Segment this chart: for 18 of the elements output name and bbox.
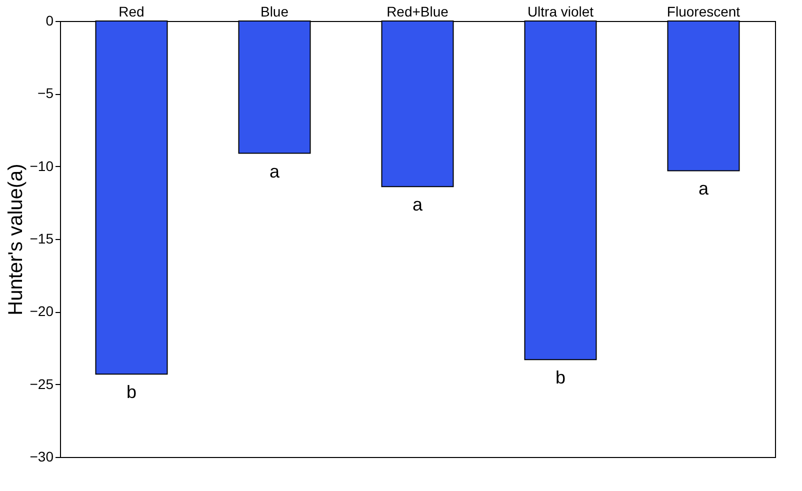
x-tick-label: Ultra violet (527, 4, 594, 20)
annotation: a (698, 178, 710, 199)
y-tick-label: −20 (30, 303, 54, 320)
y-tick-label: −30 (30, 448, 54, 464)
x-tick-label: Blue (260, 4, 289, 20)
annotation: b (126, 382, 137, 402)
x-tick-label: Red (118, 4, 144, 20)
y-tick-label: 0 (46, 12, 54, 28)
annotation: a (412, 194, 424, 215)
y-tick-label: −5 (38, 85, 54, 102)
y-tick-label: −10 (30, 158, 54, 174)
annotation: a (269, 161, 280, 182)
y-tick-label: −15 (30, 230, 54, 246)
y-axis-title: Hunter's value(a) (4, 164, 27, 316)
x-tick-label: Red+Blue (386, 4, 449, 20)
annotation: b (555, 368, 566, 388)
y-tick-label: −25 (30, 376, 54, 392)
x-tick-label: Fluorescent (666, 4, 740, 20)
